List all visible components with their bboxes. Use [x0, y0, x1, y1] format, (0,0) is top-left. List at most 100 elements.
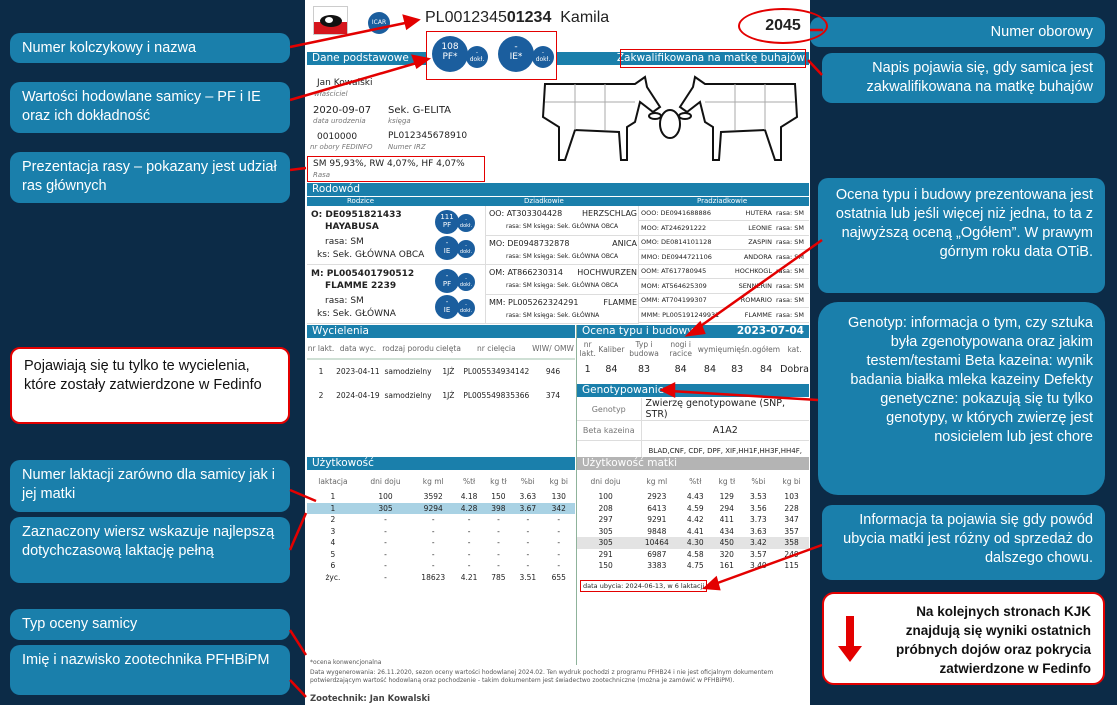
cell: 2024-04-19	[336, 390, 380, 400]
table-row: 100 2923 4.43 129 3.53 103	[577, 491, 809, 503]
cell: 100	[598, 492, 613, 502]
great-grandparent-name: HOCHKOGL	[728, 264, 774, 279]
beta-casein-label: Beta kazeina	[577, 420, 642, 441]
great-grandparent-id: OOO: DE0941688886	[639, 206, 729, 221]
column-header: kg bi	[549, 476, 568, 486]
cell: samodzielny	[384, 390, 432, 400]
callout-next-pages-text: Na kolejnych stronach KJK znajdują się w…	[895, 604, 1091, 676]
cell: 161	[719, 561, 734, 571]
cell: 83	[731, 363, 744, 375]
cell: 1	[318, 367, 324, 376]
cell: 297	[598, 515, 613, 525]
dam-disposal-info: data ubycia: 2024-06-13, w 6 laktacji	[580, 580, 708, 592]
grandparent-info: rasa: SM księga: Sek. GŁÓWNA	[506, 311, 600, 319]
cell: 3.63	[519, 492, 537, 502]
cell: 150	[598, 561, 613, 571]
type-evaluation-header: Ocena typu i budowy 2023-07-04	[577, 325, 809, 338]
sire-ie-accuracy-badge: - dokł.	[457, 240, 475, 258]
cell: -	[467, 515, 471, 525]
cell: 2	[318, 390, 324, 400]
type-evaluation-date: 2023-07-04	[736, 325, 804, 337]
great-grandparent-breed: rasa: SM	[773, 220, 809, 236]
great-grandparent: MOM: AT564625309 SENNERIN rasa: SM	[639, 278, 809, 294]
table-row: życ. - 18623 4.21 785 3.51 655	[307, 572, 575, 584]
breeding-card-document: ICAR PL001234501234 Kamila 2045 Dane pod…	[305, 0, 828, 705]
cell: 115	[784, 561, 799, 571]
column-header: kg tł	[718, 476, 736, 486]
grandparent: MM: PL005262324291 FLAMME rasa: SM księga:…	[486, 295, 639, 324]
column-header: laktacja	[318, 476, 348, 486]
cell: 3.40	[750, 561, 767, 571]
cell: -	[526, 515, 530, 525]
column-header: Typ i budowa	[629, 340, 659, 358]
grandparent-info: rasa: SM księga: Sek. GŁÓWNA OBCA	[506, 282, 619, 289]
column-header: dni doju	[590, 476, 621, 486]
qualified-label: Zakwalifikowana na matkę buhajów	[616, 52, 805, 64]
column-header: WIW/ OMW	[532, 344, 574, 353]
cell: 3.51	[519, 572, 537, 582]
birth-date: 2020-09-07	[313, 105, 372, 116]
column-header: kg ml	[422, 476, 444, 486]
table-row: 2 2024-04-19 samodzielny 1JŻ PL005549835366 3…	[307, 383, 575, 407]
sire-pf-accuracy-badge: - dokł.	[457, 214, 475, 232]
cell: -	[431, 561, 435, 571]
calvings-header: Wycielenia	[307, 325, 575, 338]
pedigree-great-grandparents: OOO: DE0941688886 HUTERA rasa: SM MOO: AT24…	[638, 206, 809, 324]
great-grandparent: MMO: DE0944721106 ANDORA rasa: SM	[639, 249, 809, 265]
grandparent-name: FLAMME	[603, 297, 637, 307]
owner: Jan Kowalski	[317, 78, 373, 88]
dam-book: ks: Sek. GŁÓWNA	[317, 309, 396, 319]
cell: 3.57	[750, 549, 767, 559]
great-grandparent-breed: rasa: SM	[773, 264, 809, 279]
cell: -	[526, 526, 530, 536]
cell: -	[557, 515, 561, 525]
column-header: data wyc.	[339, 344, 377, 353]
pedigree-header: Rodowód	[307, 183, 809, 196]
table-row: 3 - - - - - -	[307, 526, 575, 538]
cell: -	[467, 549, 471, 559]
callout-breed: Prezentacja rasy – pokazany jest udział …	[10, 152, 290, 203]
cell: 4.28	[460, 503, 478, 513]
dam-performance-table: dni doju kg ml %tł kg tł %bi kg bi 100 2923 4.43…	[577, 471, 809, 572]
table-row: 6 - - - - - -	[307, 560, 575, 572]
dam-breed: rasa: SM	[325, 296, 364, 306]
table-row: 1 84 83 84 84 83 84 Dobra	[577, 359, 809, 379]
table-row: 1 100 3592 4.18 150 3.63 130	[307, 491, 575, 503]
cell: 3383	[647, 561, 667, 571]
header-row: laktacja dni doju kg ml %tł kg tł %bi kg bi	[307, 471, 575, 491]
grandparent: OO: AT303304428 HERZSCHLAG rasa: SM księga…	[486, 206, 639, 236]
great-grandparent-breed: rasa: SM	[773, 307, 809, 323]
cell: -	[526, 561, 530, 571]
great-grandparent-id: MMO: DE0944721106	[639, 249, 729, 265]
great-grandparent-name: FLAMME	[728, 307, 774, 323]
pf-accuracy-badge: - dokł.	[466, 46, 488, 68]
cell: 84	[605, 363, 618, 375]
cell: 5	[330, 549, 336, 559]
ie-value-badge: - IE*	[498, 36, 534, 72]
column-header: umięśn.	[722, 344, 753, 354]
table-row: 5 - - - - - -	[307, 549, 575, 561]
cell: 1	[330, 503, 336, 513]
great-grandparent-breed: rasa: SM	[773, 249, 809, 265]
cell: 411	[719, 515, 734, 525]
dam-ie-accuracy-badge: - dokł.	[457, 299, 475, 317]
cell: 3.67	[519, 503, 537, 513]
callout-breeding-values: Wartości hodowlane samicy – PF i IE oraz…	[10, 82, 290, 133]
great-grandparent-breed: rasa: SM	[773, 278, 809, 294]
cell: 6	[330, 561, 336, 571]
pedigree-column-headers: Rodzice Dziadkowie Pradziadkowie	[307, 197, 809, 206]
cell: 358	[784, 538, 799, 548]
great-grandparent: OMM: AT704199307 ROMARIO rasa: SM	[639, 293, 809, 308]
cell: 357	[784, 526, 799, 536]
cell: 84	[674, 363, 687, 375]
pedigree-dam: M: PL005401790512 FLAMME 2239 rasa: SM ks: …	[307, 265, 485, 324]
header-row: dni doju kg ml %tł kg tł %bi kg bi	[577, 471, 809, 491]
grandparent: OM: AT866230314 HOCHWURZEN rasa: SM księga…	[486, 265, 639, 295]
callout-calvings: Pojawiają się tu tylko te wycielenia, kt…	[10, 347, 290, 424]
table-row: 305 9848 4.41 434 3.63 357	[577, 526, 809, 538]
genotype-value: Zwierzę genotypowane (SNP, STR)	[645, 398, 786, 420]
genotyping-header: Genotypowanie	[577, 384, 809, 397]
animal-name: Kamila	[560, 9, 610, 26]
cell: -	[384, 561, 387, 571]
sire-id: O: DE0951821433	[311, 210, 402, 220]
